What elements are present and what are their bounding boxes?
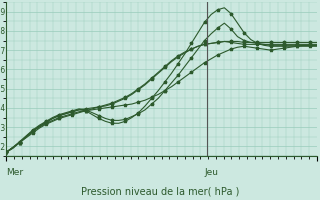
Text: Pression niveau de la mer( hPa ): Pression niveau de la mer( hPa ) <box>81 186 239 196</box>
Text: Jeu: Jeu <box>204 168 219 177</box>
Text: Mer: Mer <box>6 168 24 177</box>
